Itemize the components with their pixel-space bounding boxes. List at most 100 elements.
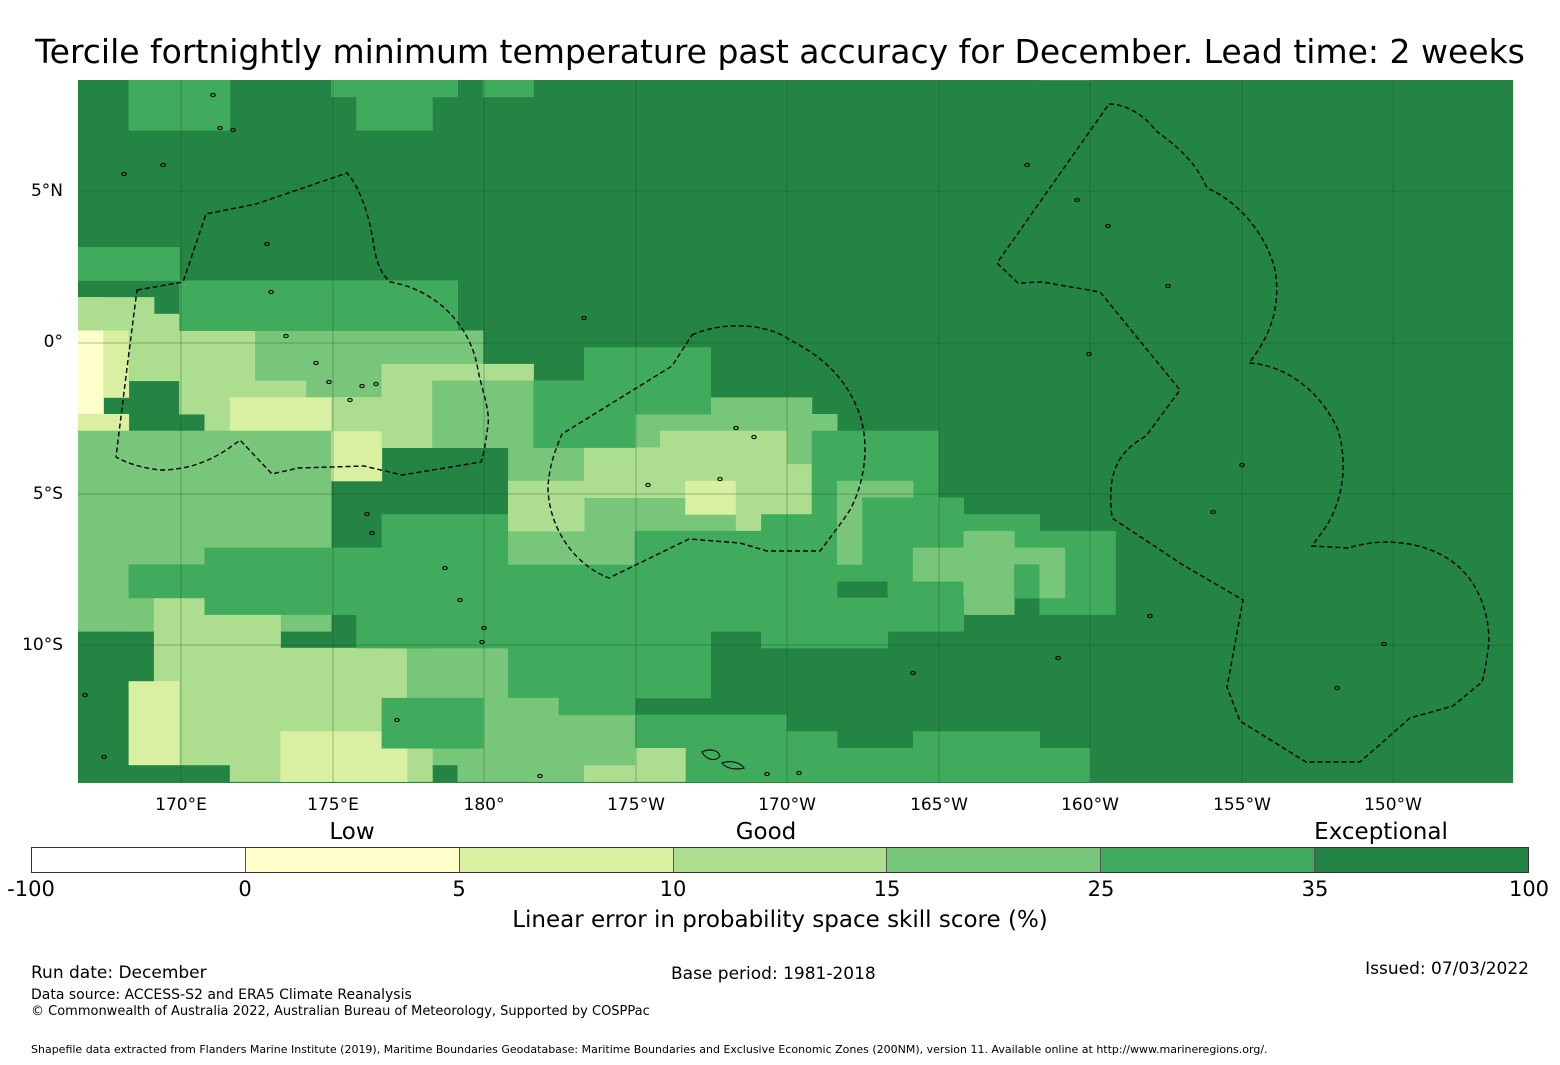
run-date: Run date: December (31, 963, 207, 983)
island-outline (283, 333, 289, 339)
island-outline (1105, 223, 1111, 229)
skill-cell (179, 280, 458, 331)
skill-cell (533, 380, 636, 448)
colorbar-tick: 100 (1508, 877, 1550, 901)
colorbar-segment (245, 848, 460, 872)
data-source: Data source: ACCESS-S2 and ERA5 Climate … (31, 987, 412, 1003)
island-outline (1086, 351, 1092, 357)
skill-cell (356, 614, 433, 649)
colorbar-tick: -100 (7, 877, 55, 901)
island-outline (82, 692, 88, 698)
island-outline (394, 717, 400, 723)
graticule (78, 80, 1513, 783)
colorbar-tick: 0 (238, 877, 252, 901)
legend-category-exceptional: Exceptional (1314, 819, 1448, 845)
island-outline (910, 670, 916, 676)
legend-category-good: Good (735, 819, 797, 845)
lon-tick-170e: 170°E (155, 795, 207, 815)
skill-cell (584, 447, 686, 498)
skill-cell (558, 681, 636, 716)
island-outlines (82, 92, 1387, 779)
island-outline (1074, 197, 1080, 203)
skill-grid (78, 80, 1513, 783)
island-outline (733, 425, 739, 431)
lon-tick-165w: 165°W (910, 795, 968, 815)
colorbar-tick: 25 (1087, 877, 1115, 901)
island-outline (264, 241, 270, 247)
island-outline (1024, 162, 1030, 168)
skill-cell (78, 330, 104, 415)
skill-cell (508, 480, 585, 532)
island-outline (1239, 462, 1245, 468)
island-outline (373, 381, 379, 387)
island-outline (442, 565, 448, 571)
colorbar-tick: 10 (659, 877, 687, 901)
skill-cell (204, 547, 408, 615)
shapefile-credit: Shapefile data extracted from Flanders M… (31, 1043, 1268, 1056)
colorbar-segment (887, 848, 1102, 872)
line-islands-eez-boundary (996, 103, 1490, 763)
colorbar-tick: 35 (1301, 877, 1329, 901)
skill-cell (1039, 547, 1066, 599)
skill-cell (128, 313, 180, 382)
island-outline (764, 771, 770, 777)
skill-cell (78, 414, 130, 432)
lat-tick-0: 0° (43, 332, 63, 352)
island-outline (479, 639, 485, 645)
skill-cell (356, 96, 433, 131)
island-outline (347, 397, 353, 403)
skill-cell (685, 480, 737, 515)
island-outline (717, 476, 723, 482)
lon-tick-155w: 155°W (1213, 795, 1271, 815)
island-outline (101, 754, 107, 760)
tokelau-eez-boundary (547, 325, 866, 579)
island-outline (217, 125, 223, 131)
island-outline (364, 511, 370, 517)
skill-cell (381, 697, 484, 749)
island-outline (313, 360, 319, 366)
island-outline (1055, 655, 1061, 661)
island-outline (1334, 685, 1340, 691)
colorbar-tick: 15 (873, 877, 901, 901)
island-outline (721, 761, 745, 770)
skill-cell (78, 514, 205, 565)
colorbar-tick: 5 (452, 877, 466, 901)
lon-tick-175w: 175°W (607, 795, 665, 815)
legend-category-low: Low (329, 819, 375, 845)
eez-boundaries (115, 103, 1490, 763)
island-outline (481, 625, 487, 631)
tuvalu-eez-boundary (115, 172, 490, 476)
skill-cell (761, 614, 889, 649)
lon-tick-160w: 160°W (1061, 795, 1119, 815)
colorbar-segment (1101, 848, 1316, 872)
lon-tick-170w: 170°W (758, 795, 816, 815)
colorbar-segment (459, 848, 674, 872)
island-outline (160, 162, 166, 168)
island-outline (457, 597, 463, 603)
island-outline (751, 434, 757, 440)
lat-tick-10s: 10°S (22, 635, 63, 655)
lat-tick-5s: 5°S (32, 484, 63, 504)
skill-cell (331, 80, 458, 98)
island-outline (1210, 509, 1216, 515)
island-outline (701, 749, 721, 761)
copyright: © Commonwealth of Australia 2022, Austra… (31, 1004, 650, 1019)
island-outline (210, 92, 216, 98)
island-outline (326, 379, 332, 385)
colorbar-segment (1315, 848, 1529, 872)
island-outline (645, 482, 651, 488)
island-outline (268, 289, 274, 295)
island-outline (1165, 283, 1171, 289)
lon-tick-150w: 150°W (1364, 795, 1422, 815)
lon-tick-180: 180° (463, 795, 505, 815)
lon-tick-175e: 175°E (307, 795, 359, 815)
skill-cell (128, 681, 180, 766)
island-outline (1147, 613, 1153, 619)
colorbar-label: Linear error in probability space skill … (512, 907, 1048, 933)
colorbar (31, 847, 1529, 873)
base-period: Base period: 1981-2018 (671, 964, 876, 984)
island-outline (359, 383, 365, 389)
island-outline (796, 770, 802, 776)
island-outline (230, 127, 236, 133)
